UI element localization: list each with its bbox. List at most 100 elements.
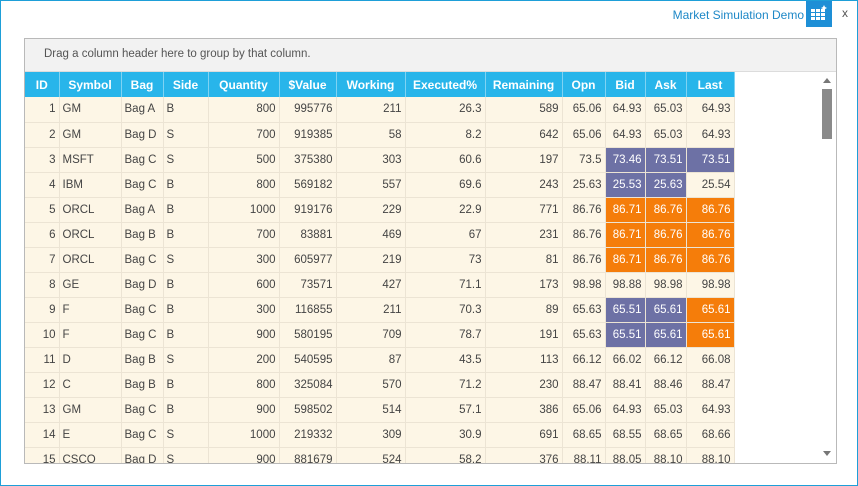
cell-opn[interactable]: 86.76	[562, 247, 606, 273]
cell-ask[interactable]: 66.12	[645, 347, 687, 373]
cell-id[interactable]: 1	[25, 97, 60, 123]
close-button[interactable]: x	[842, 6, 848, 20]
cell-side[interactable]: B	[163, 172, 209, 198]
cell-symbol[interactable]: GE	[59, 272, 122, 298]
cell-bid[interactable]: 73.46	[605, 147, 646, 173]
cell-value[interactable]: 995776	[279, 97, 337, 123]
cell-executed[interactable]: 22.9	[405, 197, 486, 223]
cell-ask[interactable]: 86.76	[645, 222, 687, 248]
cell-remaining[interactable]: 243	[485, 172, 563, 198]
cell-remaining[interactable]: 376	[485, 447, 563, 463]
cell-executed[interactable]: 67	[405, 222, 486, 248]
cell-id[interactable]: 7	[25, 247, 60, 273]
cell-ask[interactable]: 65.03	[645, 122, 687, 148]
table-row[interactable]: 11 D Bag B S 200 540595 87 43.5 113 66.12 66.02 66.…	[25, 347, 735, 373]
column-header-executed[interactable]: Executed%	[405, 72, 486, 97]
cell-quantity[interactable]: 200	[208, 347, 280, 373]
cell-last[interactable]: 65.61	[686, 297, 735, 323]
cell-quantity[interactable]: 1000	[208, 197, 280, 223]
cell-executed[interactable]: 71.2	[405, 372, 486, 398]
cell-id[interactable]: 4	[25, 172, 60, 198]
cell-quantity[interactable]: 700	[208, 222, 280, 248]
cell-ask[interactable]: 25.63	[645, 172, 687, 198]
cell-remaining[interactable]: 589	[485, 97, 563, 123]
cell-working[interactable]: 211	[336, 97, 406, 123]
cell-working[interactable]: 229	[336, 197, 406, 223]
table-row[interactable]: 14 E Bag C S 1000 219332 309 30.9 691 68.65 68.55 6…	[25, 422, 735, 448]
cell-side[interactable]: B	[163, 297, 209, 323]
cell-symbol[interactable]: IBM	[59, 172, 122, 198]
cell-side[interactable]: B	[163, 222, 209, 248]
cell-bid[interactable]: 88.05	[605, 447, 646, 463]
cell-ask[interactable]: 65.03	[645, 397, 687, 423]
cell-remaining[interactable]: 386	[485, 397, 563, 423]
cell-side[interactable]: S	[163, 147, 209, 173]
cell-remaining[interactable]: 191	[485, 322, 563, 348]
cell-side[interactable]: B	[163, 272, 209, 298]
cell-quantity[interactable]: 900	[208, 397, 280, 423]
cell-quantity[interactable]: 300	[208, 297, 280, 323]
cell-remaining[interactable]: 771	[485, 197, 563, 223]
cell-bag[interactable]: Bag C	[121, 147, 164, 173]
cell-bid[interactable]: 86.71	[605, 197, 646, 223]
cell-working[interactable]: 514	[336, 397, 406, 423]
cell-opn[interactable]: 25.63	[562, 172, 606, 198]
cell-executed[interactable]: 26.3	[405, 97, 486, 123]
cell-id[interactable]: 14	[25, 422, 60, 448]
cell-remaining[interactable]: 81	[485, 247, 563, 273]
cell-remaining[interactable]: 197	[485, 147, 563, 173]
cell-remaining[interactable]: 642	[485, 122, 563, 148]
cell-symbol[interactable]: ORCL	[59, 222, 122, 248]
cell-symbol[interactable]: GM	[59, 97, 122, 123]
cell-executed[interactable]: 43.5	[405, 347, 486, 373]
cell-symbol[interactable]: ORCL	[59, 197, 122, 223]
cell-value[interactable]: 919176	[279, 197, 337, 223]
cell-value[interactable]: 919385	[279, 122, 337, 148]
window-title[interactable]: Market Simulation Demo	[672, 8, 804, 22]
table-row[interactable]: 1 GM Bag A B 800 995776 211 26.3 589 65.06 64.93 65…	[25, 97, 735, 123]
cell-bid[interactable]: 88.41	[605, 372, 646, 398]
cell-opn[interactable]: 98.98	[562, 272, 606, 298]
cell-last[interactable]: 64.93	[686, 397, 735, 423]
cell-opn[interactable]: 88.47	[562, 372, 606, 398]
cell-value[interactable]: 605977	[279, 247, 337, 273]
table-row[interactable]: 10 F Bag C B 900 580195 709 78.7 191 65.63 65.51 65…	[25, 322, 735, 348]
group-by-panel[interactable]: Drag a column header here to group by th…	[25, 39, 836, 72]
vertical-scrollbar[interactable]	[819, 72, 836, 462]
cell-opn[interactable]: 65.63	[562, 297, 606, 323]
cell-opn[interactable]: 86.76	[562, 197, 606, 223]
cell-symbol[interactable]: GM	[59, 397, 122, 423]
cell-bid[interactable]: 25.53	[605, 172, 646, 198]
cell-quantity[interactable]: 600	[208, 272, 280, 298]
cell-bag[interactable]: Bag D	[121, 122, 164, 148]
cell-id[interactable]: 15	[25, 447, 60, 463]
cell-working[interactable]: 309	[336, 422, 406, 448]
cell-last[interactable]: 88.10	[686, 447, 735, 463]
cell-bid[interactable]: 64.93	[605, 122, 646, 148]
cell-executed[interactable]: 71.1	[405, 272, 486, 298]
cell-last[interactable]: 64.93	[686, 122, 735, 148]
cell-last[interactable]: 73.51	[686, 147, 735, 173]
cell-quantity[interactable]: 900	[208, 447, 280, 463]
cell-side[interactable]: S	[163, 122, 209, 148]
table-row[interactable]: 7 ORCL Bag C S 300 605977 219 73 81 86.76 86.71 86.…	[25, 247, 735, 273]
cell-bid[interactable]: 64.93	[605, 97, 646, 123]
cell-working[interactable]: 58	[336, 122, 406, 148]
table-row[interactable]: 15 CSCO Bag D S 900 881679 524 58.2 376 88.11 88.0…	[25, 447, 735, 463]
cell-ask[interactable]: 88.10	[645, 447, 687, 463]
cell-opn[interactable]: 73.5	[562, 147, 606, 173]
cell-last[interactable]: 86.76	[686, 247, 735, 273]
cell-side[interactable]: B	[163, 97, 209, 123]
table-row[interactable]: 9 F Bag C B 300 116855 211 70.3 89 65.63 65.51 65.6…	[25, 297, 735, 323]
cell-bag[interactable]: Bag B	[121, 372, 164, 398]
column-header-remaining[interactable]: Remaining	[485, 72, 563, 97]
cell-quantity[interactable]: 300	[208, 247, 280, 273]
cell-remaining[interactable]: 113	[485, 347, 563, 373]
cell-bid[interactable]: 65.51	[605, 322, 646, 348]
cell-symbol[interactable]: ORCL	[59, 247, 122, 273]
column-header-symbol[interactable]: Symbol	[59, 72, 122, 97]
cell-bag[interactable]: Bag C	[121, 422, 164, 448]
cell-executed[interactable]: 78.7	[405, 322, 486, 348]
cell-working[interactable]: 219	[336, 247, 406, 273]
cell-executed[interactable]: 57.1	[405, 397, 486, 423]
